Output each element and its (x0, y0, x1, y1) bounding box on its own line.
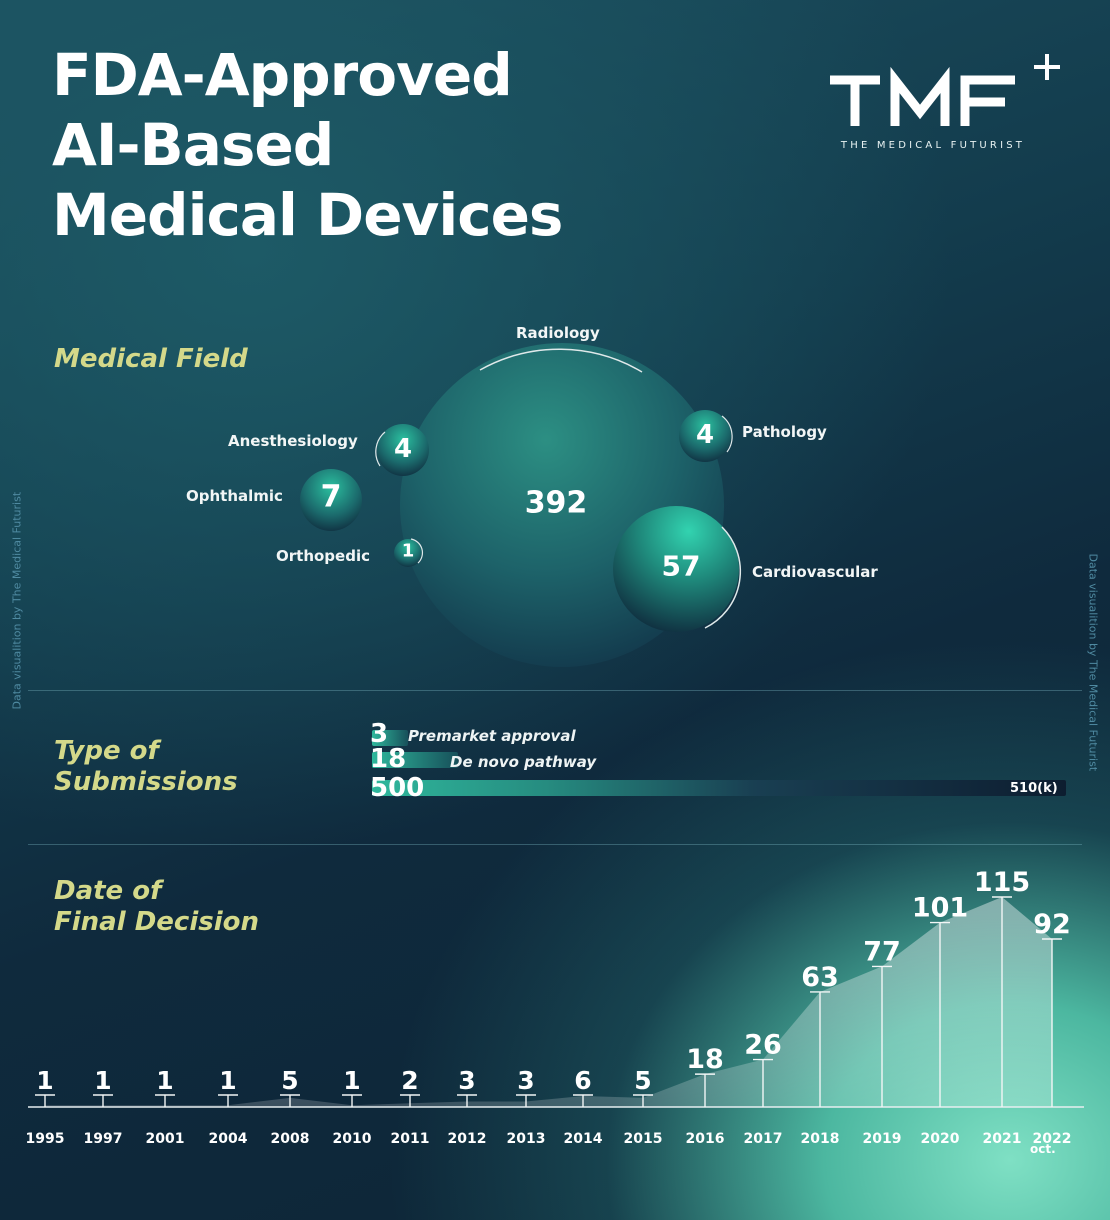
timeline-value: 1 (219, 1066, 236, 1095)
timeline-year: 2013 (507, 1131, 546, 1147)
timeline-year: 2019 (863, 1131, 902, 1147)
bar-510k (372, 780, 1066, 796)
timeline-value: 115 (974, 867, 1030, 898)
timeline-year: 2012 (448, 1131, 487, 1147)
section-medical-field: Medical Field (54, 344, 248, 375)
value-ophthalmic: 7 (320, 479, 342, 515)
title-line-3: Medical Devices (52, 181, 563, 249)
bar-denovo (372, 752, 458, 768)
bubble-ophthalmic (300, 469, 362, 531)
bubble-radiology-arc (479, 348, 643, 373)
section-submissions-line-2: Submissions (54, 767, 238, 797)
timeline-value: 1 (36, 1066, 53, 1095)
timeline-year: 2022 (1033, 1131, 1072, 1147)
bar-premarket (372, 730, 408, 746)
timeline-year: 2001 (146, 1131, 185, 1147)
timeline-value: 18 (686, 1044, 724, 1075)
value-denovo: 18 (370, 744, 407, 774)
value-radiology: 392 (524, 485, 588, 521)
timeline-year: 2018 (801, 1131, 840, 1147)
timeline-year: 2016 (686, 1131, 725, 1147)
page-title: FDA-Approved AI-Based Medical Devices (52, 40, 563, 250)
timeline-value: 3 (517, 1066, 534, 1095)
year-note-2022: oct. (1030, 1142, 1056, 1156)
timeline-year: 2014 (564, 1131, 603, 1147)
label-premarket: Premarket approval (408, 727, 576, 745)
bubble-orthopedic (394, 539, 422, 567)
timeline-year: 2011 (391, 1131, 430, 1147)
timeline-year: 1997 (84, 1131, 123, 1147)
timeline-value: 1 (343, 1066, 360, 1095)
timeline-year: 2021 (983, 1131, 1022, 1147)
timeline-value: 92 (1033, 909, 1071, 940)
timeline-year: 2004 (209, 1131, 248, 1147)
label-denovo: De novo pathway (450, 753, 597, 771)
label-ophthalmic: Ophthalmic (186, 487, 283, 505)
label-cardiovascular: Cardiovascular (752, 563, 878, 581)
timeline-year: 2008 (271, 1131, 310, 1147)
label-orthopedic: Orthopedic (276, 547, 370, 565)
value-orthopedic: 1 (401, 540, 415, 562)
timeline-area (45, 897, 1052, 1107)
logo-subtitle: THE MEDICAL FUTURIST (840, 140, 1026, 151)
tmf-logo (830, 54, 1060, 126)
label-510k: 510(k) (1010, 781, 1058, 796)
label-anesthesiology: Anesthesiology (228, 432, 358, 450)
value-pathology: 4 (695, 420, 715, 450)
bubble-anesthesiology (377, 424, 429, 476)
divider-1 (28, 690, 1082, 691)
title-line-1: FDA-Approved (52, 41, 513, 109)
bubble-pathology (679, 410, 731, 462)
section-date: Date of Final Decision (54, 876, 259, 938)
bubble-chart (300, 343, 742, 667)
timeline-value: 2 (401, 1066, 418, 1095)
timeline-year: 2017 (744, 1131, 783, 1147)
timeline-year: 2010 (333, 1131, 372, 1147)
timeline-value: 6 (574, 1066, 591, 1095)
timeline-year: 1995 (26, 1131, 65, 1147)
timeline-year: 2020 (921, 1131, 960, 1147)
value-510k: 500 (370, 773, 425, 803)
timeline-value: 1 (94, 1066, 111, 1095)
section-date-line-1: Date of (54, 876, 162, 906)
bubble-cardiovascular (613, 506, 739, 632)
section-date-line-2: Final Decision (54, 907, 259, 937)
title-line-2: AI-Based (52, 111, 334, 179)
label-radiology: Radiology (516, 324, 600, 342)
section-submissions-line-1: Type of (54, 736, 159, 766)
timeline-value: 5 (634, 1066, 651, 1095)
timeline-value: 101 (912, 893, 968, 924)
value-anesthesiology: 4 (393, 434, 413, 464)
timeline-value: 3 (458, 1066, 475, 1095)
timeline-year: 2015 (624, 1131, 663, 1147)
bubble-cardiovascular-arc (704, 526, 742, 629)
timeline-value: 63 (801, 962, 839, 993)
timeline-value: 77 (863, 936, 901, 967)
value-premarket: 3 (370, 719, 389, 749)
value-cardiovascular: 57 (661, 549, 701, 583)
section-medical-field-text: Medical Field (54, 344, 248, 374)
timeline-value: 1 (156, 1066, 173, 1095)
section-submissions: Type of Submissions (54, 736, 238, 798)
timeline-value: 26 (744, 1030, 782, 1061)
label-pathology: Pathology (742, 423, 827, 441)
divider-2 (28, 844, 1082, 845)
timeline-value: 5 (281, 1066, 298, 1095)
